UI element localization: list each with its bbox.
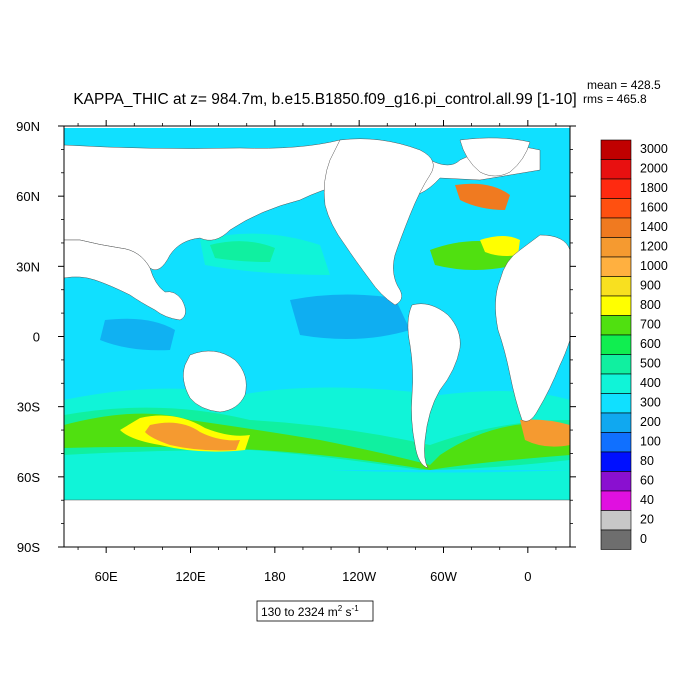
range-note-box [256, 600, 374, 622]
ocean-agulhas-patch [520, 419, 570, 447]
land-mask [63, 137, 571, 548]
y-tick-label: 30S [17, 400, 40, 415]
ocean-field [64, 128, 570, 500]
colorbar-swatch [600, 393, 632, 414]
map-axes: 60E 120E 180 120W 60W 0 90N 60N 30N 0 30S 60S 90S [16, 119, 576, 584]
stat-mean: mean = 428.5 [587, 78, 661, 92]
chart-title: KAPPA_THIC at z= 984.7m, b.e15.B1850.f09… [73, 91, 576, 108]
colorbar-label: 1400 [640, 220, 668, 234]
colorbar-swatch [600, 315, 632, 336]
colorbar-label: 60 [640, 474, 654, 488]
x-tick-label: 60E [95, 569, 118, 584]
land-australia [183, 350, 247, 413]
colorbar-swatch [600, 451, 632, 472]
colorbar-label: 40 [640, 493, 654, 507]
colorbar-swatch [600, 178, 632, 199]
colorbar-label: 20 [640, 513, 654, 527]
colorbar-label: 0 [640, 532, 647, 546]
colorbar: 3000200018001600140012001000900800700600… [600, 139, 668, 550]
x-tick-label: 120W [342, 569, 377, 584]
colorbar-swatch [600, 471, 632, 492]
x-tick-label: 0 [524, 569, 531, 584]
land-antarctica [63, 499, 571, 548]
ocean-south-band-5 [145, 422, 240, 451]
colorbar-swatch [600, 529, 632, 550]
colorbar-swatch [600, 198, 632, 219]
range-note: 130 to 2324 m2 s-1 [256, 600, 374, 622]
ocean-indian-band [100, 318, 175, 351]
colorbar-swatch [600, 276, 632, 297]
x-tick-label: 180 [264, 569, 286, 584]
y-tick-label: 30N [16, 259, 40, 274]
colorbar-swatch [600, 256, 632, 277]
land-africa [495, 234, 571, 422]
colorbar-label: 2000 [640, 162, 668, 176]
colorbar-label: 3000 [640, 142, 668, 156]
stat-rms: rms = 465.8 [583, 92, 647, 106]
x-tick-label: 120E [175, 569, 206, 584]
ocean-gulf-stream-core [480, 236, 520, 256]
colorbar-label: 100 [640, 435, 661, 449]
colorbar-label: 80 [640, 454, 654, 468]
ocean-southern-light [64, 465, 570, 500]
colorbar-label: 600 [640, 337, 661, 351]
colorbar-swatch [600, 139, 632, 160]
colorbar-swatch [600, 354, 632, 375]
ocean-kuroshio-band [210, 241, 275, 262]
range-note-text: 130 to 2324 m2 s-1 [261, 604, 359, 619]
colorbar-label: 800 [640, 298, 661, 312]
colorbar-swatch [600, 295, 632, 316]
colorbar-label: 700 [640, 318, 661, 332]
land-south-america [407, 303, 461, 469]
colorbar-label: 500 [640, 357, 661, 371]
ocean-labrador-patch [455, 183, 510, 210]
map-plot: 60E 120E 180 120W 60W 0 90N 60N 30N 0 30S 60S 90S [16, 119, 576, 584]
colorbar-label: 300 [640, 396, 661, 410]
colorbar-swatch [600, 432, 632, 453]
ocean-arctic-strip [64, 128, 570, 145]
colorbar-swatch [600, 237, 632, 258]
colorbar-label: 1800 [640, 181, 668, 195]
y-tick-label: 90S [17, 540, 40, 555]
y-tick-label: 0 [33, 330, 40, 345]
colorbar-label: 900 [640, 279, 661, 293]
colorbar-swatch [600, 373, 632, 394]
colorbar-swatch [600, 159, 632, 180]
land-asia-south [63, 239, 186, 321]
colorbar-swatch [600, 334, 632, 355]
ocean-equatorial-band [290, 294, 410, 339]
colorbar-swatch [600, 217, 632, 238]
y-tick-label: 60N [16, 189, 40, 204]
land-north-america [323, 138, 434, 306]
y-tick-label: 60S [17, 470, 40, 485]
colorbar-label: 1600 [640, 201, 668, 215]
land-greenland [459, 137, 531, 177]
colorbar-label: 1000 [640, 259, 668, 273]
colorbar-swatch [600, 510, 632, 531]
colorbar-label: 200 [640, 415, 661, 429]
y-tick-label: 90N [16, 119, 40, 134]
colorbar-swatch [600, 412, 632, 433]
colorbar-label: 400 [640, 376, 661, 390]
colorbar-label: 1200 [640, 240, 668, 254]
colorbar-swatch [600, 490, 632, 511]
x-tick-label: 60W [430, 569, 457, 584]
